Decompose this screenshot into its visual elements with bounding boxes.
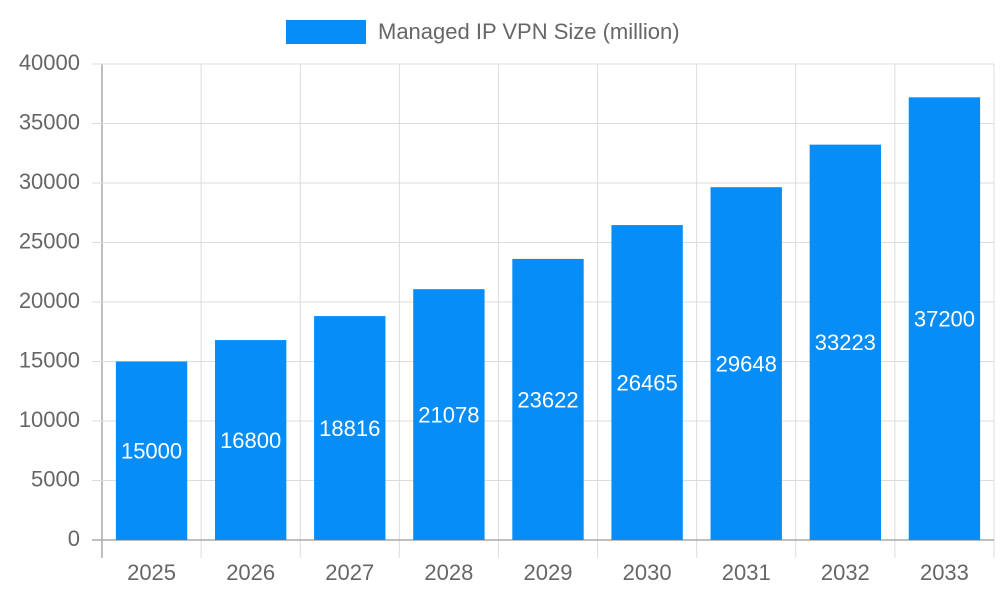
y-tick-label: 5000 (31, 466, 80, 491)
data-label: 21078 (418, 402, 479, 427)
y-tick-label: 25000 (19, 228, 80, 253)
y-tick-label: 15000 (19, 347, 80, 372)
bar (809, 144, 882, 540)
data-label: 33223 (815, 330, 876, 355)
bar (512, 258, 584, 540)
data-label: 37200 (914, 306, 975, 331)
x-tick-label: 2029 (524, 560, 573, 585)
x-tick-label: 2031 (722, 560, 771, 585)
data-label: 18816 (319, 416, 380, 441)
data-label: 26465 (617, 370, 678, 395)
data-label: 15000 (121, 439, 182, 464)
y-tick-label: 30000 (19, 169, 80, 194)
bar (214, 340, 287, 540)
bar (115, 361, 188, 540)
x-tick-label: 2027 (325, 560, 374, 585)
x-tick-label: 2030 (623, 560, 672, 585)
bar (908, 97, 981, 540)
legend-swatch (286, 20, 366, 44)
y-tick-label: 0 (68, 526, 80, 551)
y-tick-label: 40000 (19, 50, 80, 75)
x-tick-label: 2025 (127, 560, 176, 585)
x-tick-label: 2026 (226, 560, 275, 585)
bar (611, 225, 683, 540)
data-label: 29648 (716, 351, 777, 376)
bar (710, 187, 782, 541)
legend-label: Managed IP VPN Size (million) (378, 19, 680, 44)
bar (413, 289, 485, 540)
data-label: 23622 (517, 387, 578, 412)
x-tick-label: 2033 (920, 560, 969, 585)
x-tick-label: 2032 (821, 560, 870, 585)
y-tick-label: 10000 (19, 407, 80, 432)
bar (314, 316, 386, 540)
x-tick-label: 2028 (424, 560, 473, 585)
y-tick-label: 20000 (19, 288, 80, 313)
y-tick-label: 35000 (19, 109, 80, 134)
data-label: 16800 (220, 428, 281, 453)
